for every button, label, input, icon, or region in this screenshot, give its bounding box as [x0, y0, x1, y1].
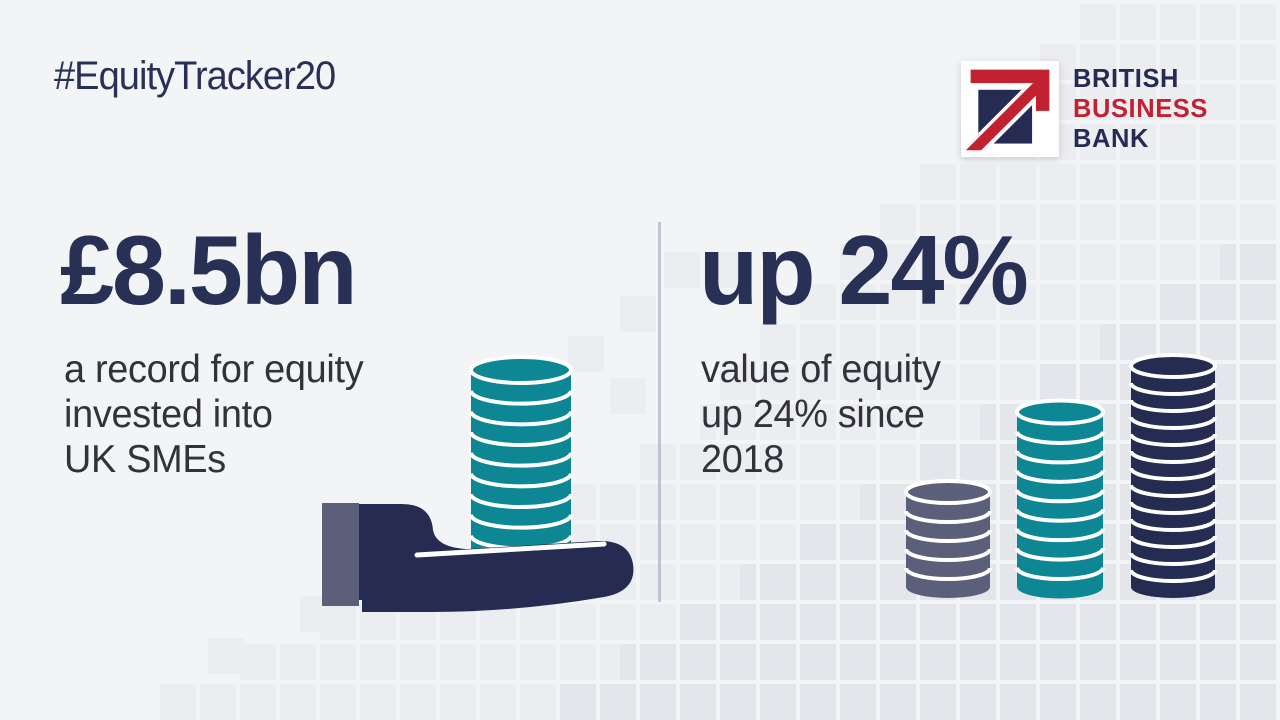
coin-stack-medium-icon — [1015, 398, 1105, 599]
divider-line — [658, 222, 661, 602]
description-line: invested into — [64, 393, 273, 436]
brand-logo: BRITISH BUSINESS BANK — [961, 61, 1211, 157]
description-line: value of equity — [701, 348, 941, 391]
hand-fist-shape — [358, 504, 560, 600]
coin-stack-large-icon — [1129, 353, 1217, 598]
brand-logo-wordmark: BRITISH BUSINESS BANK — [1073, 63, 1208, 153]
description-line: up 24% since — [701, 393, 925, 436]
mosaic-square — [610, 378, 646, 414]
left-stat-description: a record for equity invested into UK SME… — [64, 347, 364, 482]
hand-slit-line — [414, 541, 607, 558]
logo-line: BUSINESS — [1073, 93, 1208, 123]
logo-line: BANK — [1073, 123, 1149, 153]
left-stat-value: £8.5bn — [60, 215, 357, 325]
mosaic-square — [208, 638, 244, 674]
hand-coin-stack-icon — [469, 355, 573, 569]
sleeve-cuff-shape — [322, 503, 359, 606]
hand-palm-shape — [362, 540, 634, 612]
description-line: 2018 — [701, 438, 784, 481]
mosaic-square — [568, 336, 604, 372]
mosaic-square — [620, 296, 656, 332]
mosaic-square — [300, 596, 336, 632]
right-stat-description: value of equity up 24% since 2018 — [701, 347, 941, 482]
union-jack-arrow-logo-icon — [961, 61, 1059, 157]
mosaic-square — [528, 420, 564, 456]
logo-line: BRITISH — [1073, 63, 1180, 93]
description-line: UK SMEs — [64, 438, 226, 481]
hashtag: #EquityTracker20 — [54, 54, 336, 98]
coin-stack-small-icon — [904, 479, 992, 598]
right-stat-value: up 24% — [699, 215, 1029, 325]
description-line: a record for equity — [64, 348, 364, 391]
mosaic-square — [664, 252, 700, 288]
